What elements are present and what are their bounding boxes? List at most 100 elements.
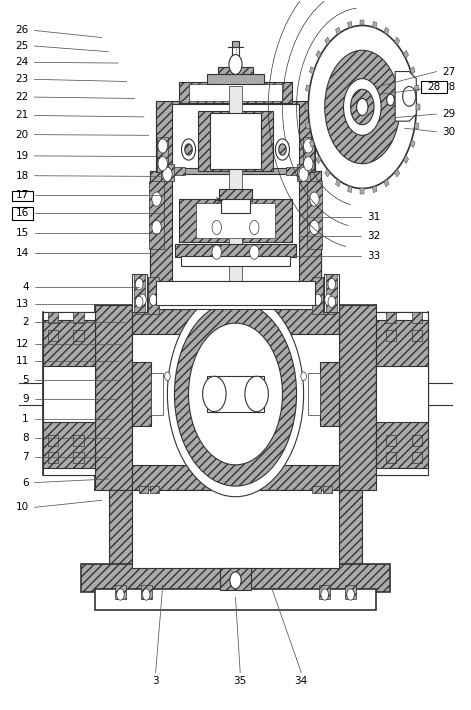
Bar [376, 320, 428, 469]
Circle shape [150, 294, 157, 305]
Bar [376, 312, 428, 476]
Bar [109, 490, 362, 567]
Polygon shape [384, 27, 389, 35]
Circle shape [325, 294, 332, 305]
Polygon shape [309, 140, 315, 148]
Text: 15: 15 [16, 228, 29, 238]
Polygon shape [316, 155, 321, 163]
Bar [139, 282, 332, 309]
Text: 7: 7 [22, 452, 29, 462]
Bar [73, 312, 84, 323]
Bar [141, 585, 152, 599]
Bar [161, 164, 174, 181]
Circle shape [310, 220, 319, 234]
Text: 6: 6 [22, 478, 29, 488]
Bar [132, 465, 339, 490]
Text: 31: 31 [367, 212, 380, 222]
Bar [175, 244, 296, 257]
Circle shape [347, 589, 354, 600]
Bar [376, 366, 428, 422]
Text: 4: 4 [22, 282, 29, 292]
Circle shape [152, 192, 161, 206]
Bar [307, 181, 322, 248]
Bar [172, 104, 299, 170]
Circle shape [357, 99, 368, 116]
Circle shape [250, 220, 259, 234]
Bar [207, 376, 264, 412]
Circle shape [162, 168, 172, 181]
Bar [210, 113, 261, 169]
Bar [412, 435, 422, 446]
Text: 8: 8 [22, 433, 29, 443]
Bar [134, 273, 145, 312]
Bar [312, 486, 321, 493]
Bar [198, 111, 273, 171]
Text: 13: 13 [16, 299, 29, 309]
Polygon shape [360, 20, 364, 26]
Text: 14: 14 [16, 248, 29, 258]
Bar [48, 312, 58, 323]
Circle shape [136, 278, 143, 290]
Text: 29: 29 [442, 109, 455, 119]
Bar [73, 330, 84, 341]
Bar [232, 41, 239, 47]
Circle shape [230, 572, 241, 589]
Text: 22: 22 [16, 92, 29, 102]
Bar [219, 189, 252, 200]
Bar [179, 199, 292, 241]
Bar [132, 362, 151, 426]
Polygon shape [384, 179, 389, 187]
Text: 17: 17 [16, 190, 29, 200]
Text: 20: 20 [16, 130, 29, 140]
Circle shape [212, 220, 221, 234]
Bar [157, 137, 168, 173]
Circle shape [203, 376, 226, 412]
Circle shape [139, 294, 146, 305]
Bar [218, 67, 253, 75]
Polygon shape [403, 155, 409, 163]
Bar [43, 366, 95, 422]
Bar [132, 490, 339, 567]
Circle shape [325, 50, 400, 164]
Polygon shape [325, 37, 330, 45]
Text: 28: 28 [427, 82, 440, 92]
Circle shape [314, 294, 321, 305]
Bar [412, 330, 422, 341]
Bar [339, 305, 376, 490]
Bar [150, 486, 159, 493]
Circle shape [301, 372, 307, 381]
Bar [229, 86, 242, 284]
Bar [48, 330, 58, 341]
Bar [137, 277, 148, 314]
Circle shape [328, 296, 335, 307]
Text: 30: 30 [442, 127, 455, 137]
Bar [43, 320, 95, 469]
Text: 17: 17 [16, 190, 29, 200]
Bar [181, 256, 290, 266]
Bar [48, 435, 58, 446]
Polygon shape [348, 186, 352, 192]
Circle shape [304, 139, 313, 153]
Text: 16: 16 [16, 208, 29, 218]
Circle shape [309, 26, 416, 188]
Polygon shape [325, 169, 330, 177]
Bar [81, 564, 390, 592]
Text: 2: 2 [22, 317, 29, 327]
Text: 11: 11 [16, 356, 29, 366]
Circle shape [310, 192, 319, 206]
Text: 10: 10 [16, 503, 29, 513]
Circle shape [174, 302, 297, 486]
Circle shape [181, 139, 195, 160]
Text: 16: 16 [16, 208, 29, 218]
Bar [323, 486, 332, 493]
Polygon shape [395, 72, 416, 121]
Text: 18: 18 [16, 170, 29, 181]
Bar [73, 452, 84, 463]
Bar [412, 312, 422, 323]
Circle shape [158, 157, 167, 171]
Bar [149, 181, 164, 248]
Text: 5: 5 [22, 375, 29, 385]
Polygon shape [335, 179, 341, 187]
Circle shape [276, 139, 290, 160]
Circle shape [321, 589, 328, 600]
